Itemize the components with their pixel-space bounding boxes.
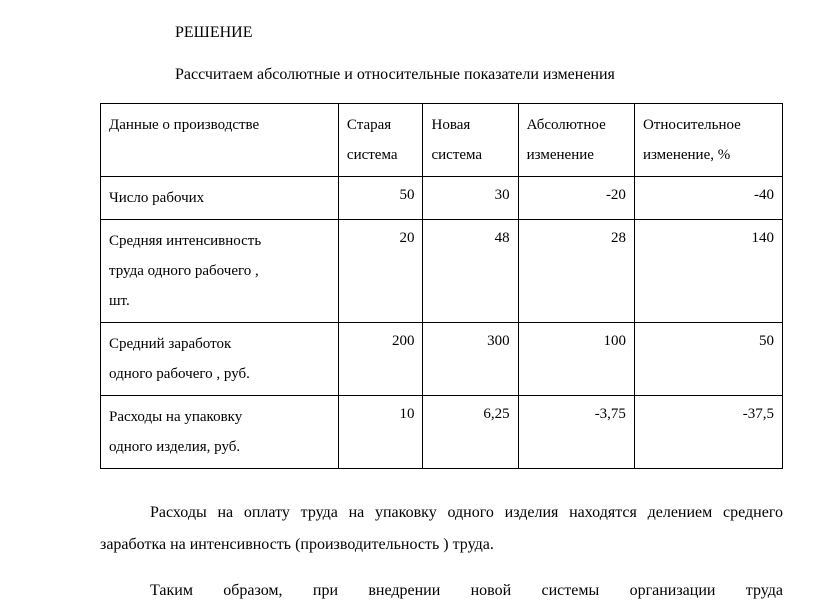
header-col3: Новая система bbox=[423, 104, 518, 177]
cell-abs: -20 bbox=[518, 177, 634, 220]
row-label: Средний заработок одного рабочего , руб. bbox=[101, 323, 339, 396]
cell-new: 300 bbox=[423, 323, 518, 396]
cell-old: 10 bbox=[338, 396, 423, 469]
table-row: Расходы на упаковку одного изделия, руб.… bbox=[101, 396, 783, 469]
table-row: Средний заработок одного рабочего , руб.… bbox=[101, 323, 783, 396]
cell-abs: -3,75 bbox=[518, 396, 634, 469]
header-col5: Относительное изменение, % bbox=[634, 104, 782, 177]
cell-abs: 100 bbox=[518, 323, 634, 396]
table-row: Средняя интенсивность труда одного рабоч… bbox=[101, 220, 783, 323]
cell-new: 30 bbox=[423, 177, 518, 220]
header-col4: Абсолютное изменение bbox=[518, 104, 634, 177]
cell-rel: -40 bbox=[634, 177, 782, 220]
heading: РЕШЕНИЕ bbox=[175, 20, 783, 46]
table-row: Число рабочих 50 30 -20 -40 bbox=[101, 177, 783, 220]
row-label: Средняя интенсивность труда одного рабоч… bbox=[101, 220, 339, 323]
cell-new: 48 bbox=[423, 220, 518, 323]
header-col1: Данные о производстве bbox=[101, 104, 339, 177]
header-col2: Старая система bbox=[338, 104, 423, 177]
cell-new: 6,25 bbox=[423, 396, 518, 469]
table-header-row: Данные о производстве Старая система Нов… bbox=[101, 104, 783, 177]
paragraph-2: Таким образом, при внедрении новой систе… bbox=[100, 575, 783, 607]
cell-old: 20 bbox=[338, 220, 423, 323]
paragraph-1: Расходы на оплату труда на упаковку одно… bbox=[100, 497, 783, 561]
row-label: Расходы на упаковку одного изделия, руб. bbox=[101, 396, 339, 469]
cell-old: 50 bbox=[338, 177, 423, 220]
cell-rel: -37,5 bbox=[634, 396, 782, 469]
intro-text: Рассчитаем абсолютные и относительные по… bbox=[175, 62, 783, 88]
cell-rel: 140 bbox=[634, 220, 782, 323]
cell-rel: 50 bbox=[634, 323, 782, 396]
cell-abs: 28 bbox=[518, 220, 634, 323]
cell-old: 200 bbox=[338, 323, 423, 396]
row-label: Число рабочих bbox=[101, 177, 339, 220]
data-table: Данные о производстве Старая система Нов… bbox=[100, 103, 783, 469]
